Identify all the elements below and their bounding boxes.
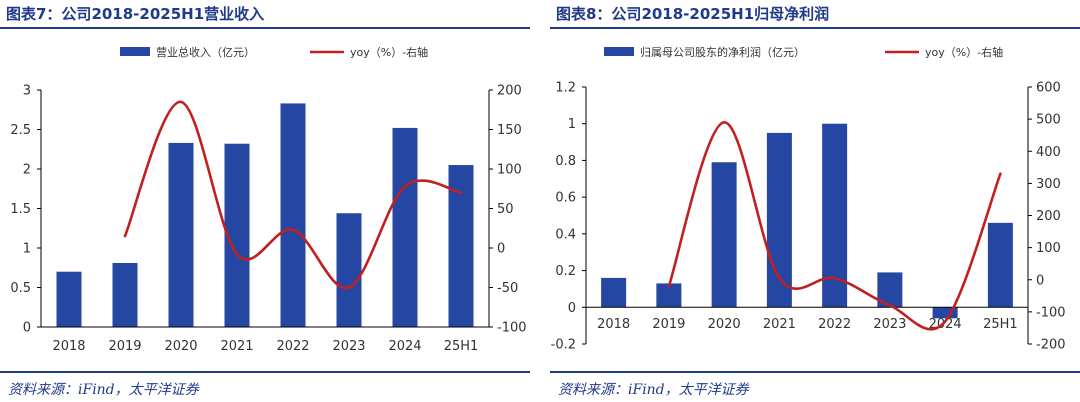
bar-2024 [932, 307, 958, 319]
x-tick-label: 2019 [652, 317, 685, 332]
source-rule [550, 371, 1080, 373]
legend-line-label: yoy（%）-右轴 [925, 45, 1003, 59]
y-left-tick-label: 0.5 [10, 281, 31, 296]
y-right-tick-label: 600 [1036, 81, 1061, 96]
y-left-tick-label: 1.5 [10, 202, 31, 217]
bar-2022 [822, 123, 848, 308]
y-right-tick-label: 150 [497, 123, 522, 138]
y-right-tick-label: 100 [1036, 241, 1061, 256]
x-tick-label: 2020 [164, 339, 197, 354]
bar-2020 [168, 142, 194, 327]
y-left-tick-label: 2.5 [10, 123, 31, 138]
x-tick-label: 2023 [332, 339, 365, 354]
y-left-tick-label: 0.8 [555, 154, 576, 169]
y-left-tick-label: -0.2 [551, 338, 576, 353]
title-rule [0, 27, 530, 29]
y-right-tick-label: 200 [1036, 209, 1061, 224]
source-rule [0, 371, 530, 373]
net-profit-chart: 归属母公司股东的净利润（亿元） yoy（%）-右轴 -0.2 0 0.2 0.4 0.6 0.… [551, 45, 1066, 353]
x-tick-label: 2019 [108, 339, 141, 354]
title-rule [550, 27, 1080, 29]
y-right-tick-label: 0 [1036, 273, 1044, 288]
x-tick-label: 2018 [597, 317, 630, 332]
x-tick-label: 2021 [763, 317, 796, 332]
y-right-tick-label: 100 [497, 163, 522, 178]
y-left-tick-label: 0.2 [555, 264, 576, 279]
x-tick-label: 2022 [276, 339, 309, 354]
yoy-line [123, 100, 463, 290]
y-right-tick-label: -200 [1036, 338, 1066, 353]
y-left-tick-label: 2 [23, 163, 31, 178]
bar-2021 [766, 132, 792, 308]
bar-2020 [711, 162, 737, 308]
y-right-tick-label: -50 [497, 281, 518, 296]
bar-2022 [280, 103, 306, 328]
x-tick-label: 2022 [818, 317, 851, 332]
y-left-tick-label: 0 [568, 301, 576, 316]
right-chart-panel: 图表8：公司2018-2025H1归母净利润 归属母公司股东的净利润（亿元） yo… [550, 0, 1080, 402]
y-left-tick-label: 1 [568, 117, 576, 132]
x-tick-label: 25H1 [983, 317, 1018, 332]
x-tick-label: 2018 [52, 339, 85, 354]
left-chart-panel: 图表7：公司2018-2025H1营业收入 营业总收入（亿元） yoy（%）-右轴… [0, 0, 530, 402]
y-right-tick-label: -100 [497, 321, 527, 336]
yoy-line [667, 120, 1002, 331]
bar-2019 [656, 283, 682, 308]
bar-25H1 [987, 222, 1013, 308]
source-note: 资料来源：iFind，太平洋证券 [558, 382, 749, 398]
legend-bar-swatch [120, 47, 150, 56]
legend-bar-label: 归属母公司股东的净利润（亿元） [640, 45, 805, 59]
y-right-tick-label: 0 [497, 242, 505, 257]
x-tick-label: 2020 [708, 317, 741, 332]
x-tick-label: 2024 [388, 339, 421, 354]
x-tick-label: 2021 [220, 339, 253, 354]
y-right-tick-label: 200 [497, 84, 522, 99]
bar-2019 [112, 263, 138, 327]
y-right-tick-label: 50 [497, 202, 514, 217]
revenue-chart: 营业总收入（亿元） yoy（%）-右轴 0 0.5 1 1.5 2 2.5 3 -100 -50 0 5… [10, 45, 527, 354]
bar-2018 [56, 271, 82, 327]
legend-bar-swatch [604, 47, 634, 56]
chart-title: 图表8：公司2018-2025H1归母净利润 [556, 5, 830, 23]
x-tick-label: 2023 [873, 317, 906, 332]
y-left-tick-label: 1 [23, 242, 31, 257]
y-right-tick-label: -100 [1036, 305, 1066, 320]
y-right-tick-label: 300 [1036, 177, 1061, 192]
x-tick-label: 25H1 [444, 339, 479, 354]
y-left-tick-label: 0.6 [555, 191, 576, 206]
source-note: 资料来源：iFind，太平洋证券 [8, 382, 199, 398]
y-left-tick-label: 1.2 [555, 81, 576, 96]
y-right-tick-label: 500 [1036, 113, 1061, 128]
y-left-tick-label: 0 [23, 321, 31, 336]
bar-2024 [392, 127, 418, 327]
y-left-tick-label: 0.4 [555, 227, 576, 242]
legend-bar-label: 营业总收入（亿元） [156, 45, 255, 59]
chart-title: 图表7：公司2018-2025H1营业收入 [6, 5, 265, 23]
bar-2018 [601, 277, 627, 308]
bar-2023 [336, 213, 362, 327]
y-left-tick-label: 3 [23, 84, 31, 99]
y-right-tick-label: 400 [1036, 145, 1061, 160]
legend-line-label: yoy（%）-右轴 [350, 45, 428, 59]
